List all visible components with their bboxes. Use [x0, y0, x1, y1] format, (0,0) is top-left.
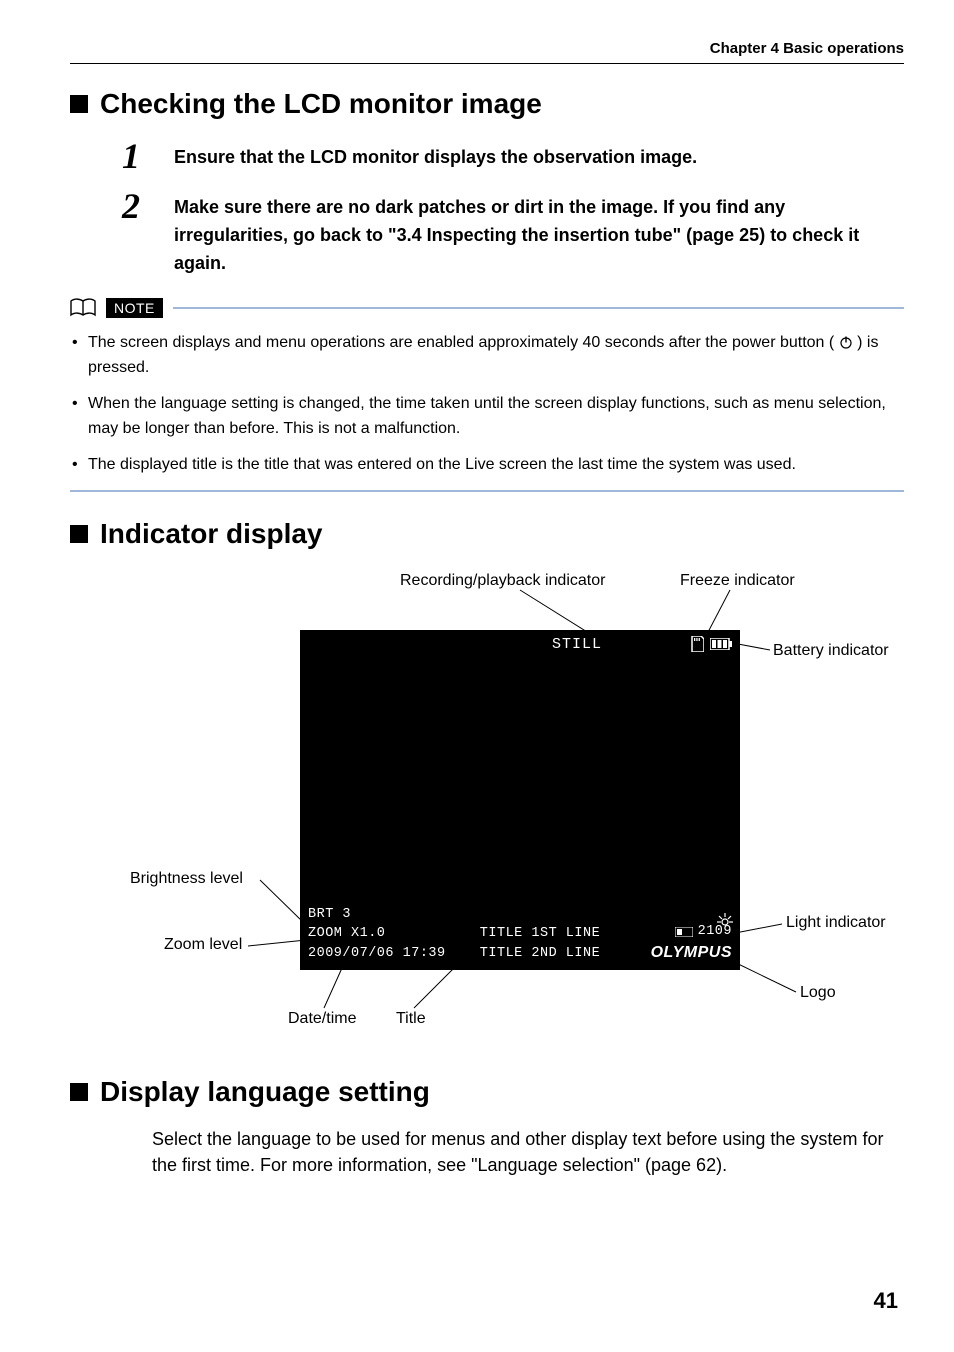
- book-icon: [70, 298, 96, 318]
- section-title: Display language setting: [100, 1076, 430, 1108]
- note-item: The displayed title is the title that wa…: [72, 452, 904, 478]
- still-indicator: STILL: [552, 636, 602, 653]
- note-text: When the language setting is changed, th…: [88, 395, 886, 438]
- chapter-header: Chapter 4 Basic operations: [70, 40, 904, 57]
- lcd-screen: STILL BRT 3 ZOOM X1.0 TITLE 1ST LINE: [300, 630, 740, 970]
- section-bullet-icon: [70, 525, 88, 543]
- step-body: Make sure there are no dark patches or d…: [174, 188, 904, 278]
- note-block: NOTE The screen displays and menu operat…: [70, 298, 904, 492]
- section-bullet-icon: [70, 1083, 88, 1101]
- steps-list: 1 Ensure that the LCD monitor displays t…: [122, 138, 904, 278]
- step-number: 2: [122, 188, 150, 278]
- note-label: NOTE: [106, 298, 163, 318]
- label-zoom: Zoom level: [164, 936, 242, 954]
- note-item: When the language setting is changed, th…: [72, 391, 904, 442]
- step-body: Ensure that the LCD monitor displays the…: [174, 138, 697, 174]
- datetime-value: 2009/07/06 17:39: [308, 945, 458, 962]
- label-title: Title: [396, 1010, 426, 1028]
- label-light: Light indicator: [786, 914, 886, 932]
- top-rule: [70, 63, 904, 64]
- label-datetime: Date/time: [288, 1010, 356, 1028]
- section-bullet-icon: [70, 95, 88, 113]
- brt-value: BRT 3: [308, 906, 351, 923]
- light-icon: [716, 910, 734, 928]
- screen-bottom: BRT 3 ZOOM X1.0 TITLE 1ST LINE 2109 2009: [308, 906, 732, 964]
- indicator-diagram: Recording/playback indicator Freeze indi…: [70, 568, 904, 1048]
- note-item: The screen displays and menu operations …: [72, 330, 904, 381]
- title-line-2: TITLE 2ND LINE: [458, 945, 622, 962]
- film-icon: [675, 927, 693, 937]
- label-freeze: Freeze indicator: [680, 572, 795, 590]
- note-text: The displayed title is the title that wa…: [88, 456, 796, 473]
- section-title: Indicator display: [100, 518, 323, 550]
- label-brightness: Brightness level: [130, 870, 243, 888]
- section-display-language: Display language setting: [70, 1076, 904, 1108]
- section-indicator-display: Indicator display: [70, 518, 904, 550]
- section-checking-lcd: Checking the LCD monitor image: [70, 88, 904, 120]
- note-text: The screen displays and menu operations …: [88, 334, 834, 351]
- label-battery: Battery indicator: [773, 642, 889, 660]
- title-line-1: TITLE 1ST LINE: [458, 925, 622, 942]
- step-1: 1 Ensure that the LCD monitor displays t…: [122, 138, 904, 174]
- screen-top-row: STILL: [300, 636, 740, 653]
- section3-body: Select the language to be used for menus…: [152, 1126, 884, 1178]
- power-icon: [839, 335, 853, 349]
- note-bottom-rule: [70, 490, 904, 492]
- zoom-value: ZOOM X1.0: [308, 925, 458, 942]
- label-logo: Logo: [800, 984, 836, 1002]
- logo-text: OLYMPUS: [622, 943, 732, 963]
- sd-card-icon: [690, 636, 704, 652]
- note-header: NOTE: [70, 298, 904, 318]
- section-title: Checking the LCD monitor image: [100, 88, 542, 120]
- step-number: 1: [122, 138, 150, 174]
- note-list: The screen displays and menu operations …: [72, 330, 904, 478]
- note-rule: [173, 307, 904, 309]
- step-2: 2 Make sure there are no dark patches or…: [122, 188, 904, 278]
- label-rec-playback: Recording/playback indicator: [400, 572, 605, 590]
- page-number: 41: [874, 1288, 898, 1314]
- battery-icon: [710, 638, 732, 650]
